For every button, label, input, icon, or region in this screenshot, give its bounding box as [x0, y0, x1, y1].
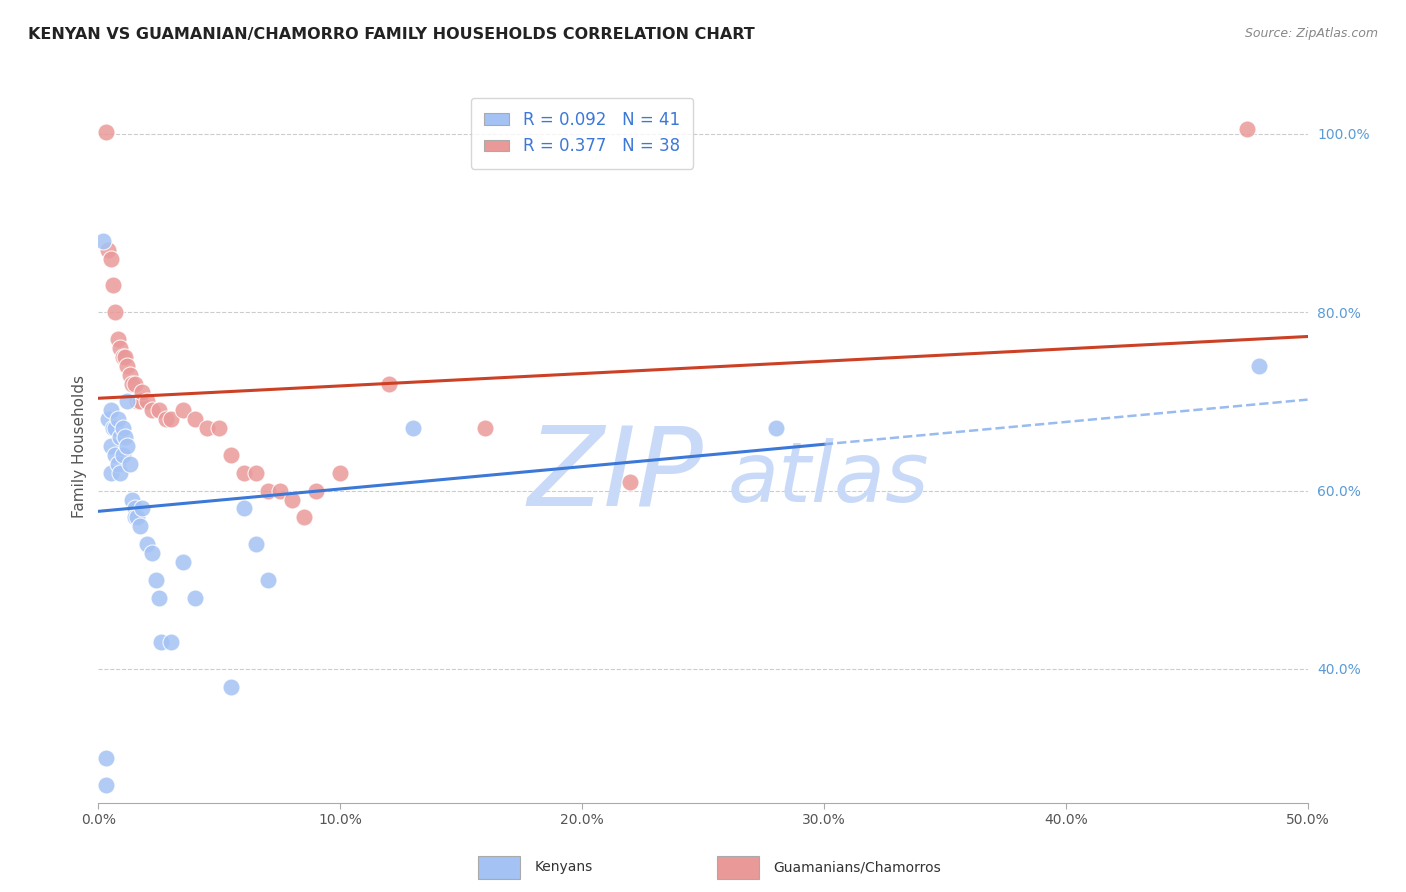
Point: [124, 376, 146, 391]
Point: [145, 573, 167, 587]
Point: [148, 403, 170, 417]
Point: [184, 591, 207, 605]
Point: [118, 457, 141, 471]
Point: [184, 412, 207, 426]
Point: [160, 635, 183, 649]
Point: [281, 492, 304, 507]
Point: [121, 376, 143, 391]
Point: [221, 448, 243, 462]
Point: [160, 412, 183, 426]
Point: [1249, 359, 1271, 373]
Point: [256, 483, 278, 498]
Point: [117, 359, 139, 373]
Point: [1236, 122, 1258, 136]
Point: [100, 252, 122, 266]
Point: [221, 680, 243, 694]
Point: [104, 448, 127, 462]
Point: [172, 403, 194, 417]
Text: Guamanians/Chamorros: Guamanians/Chamorros: [773, 860, 941, 874]
Point: [329, 466, 352, 480]
Point: [256, 573, 278, 587]
Point: [108, 466, 131, 480]
Point: [232, 501, 254, 516]
Point: [127, 510, 149, 524]
Point: [107, 332, 129, 346]
Point: [172, 555, 194, 569]
Point: [128, 519, 150, 533]
Point: [107, 457, 129, 471]
Point: [124, 501, 146, 516]
Point: [100, 466, 122, 480]
Point: [114, 430, 136, 444]
Point: [114, 350, 136, 364]
Point: [104, 305, 127, 319]
Point: [141, 403, 163, 417]
Point: [269, 483, 291, 498]
Text: Kenyans: Kenyans: [534, 860, 592, 874]
Text: Source: ZipAtlas.com: Source: ZipAtlas.com: [1244, 27, 1378, 40]
Point: [195, 421, 218, 435]
Point: [91, 234, 114, 248]
Text: KENYAN VS GUAMANIAN/CHAMORRO FAMILY HOUSEHOLDS CORRELATION CHART: KENYAN VS GUAMANIAN/CHAMORRO FAMILY HOUS…: [28, 27, 755, 42]
Point: [148, 591, 170, 605]
Point: [245, 537, 267, 551]
Point: [765, 421, 787, 435]
Point: [100, 439, 122, 453]
Point: [127, 394, 149, 409]
Point: [619, 475, 641, 489]
Point: [118, 368, 141, 382]
Point: [111, 448, 134, 462]
Legend: R = 0.092   N = 41, R = 0.377   N = 38: R = 0.092 N = 41, R = 0.377 N = 38: [471, 97, 693, 169]
Point: [305, 483, 328, 498]
Point: [94, 751, 117, 765]
Point: [111, 350, 134, 364]
Point: [108, 341, 131, 355]
Point: [232, 466, 254, 480]
Point: [124, 510, 146, 524]
Point: [101, 421, 124, 435]
Point: [141, 546, 163, 560]
Point: [94, 778, 117, 792]
Point: [100, 403, 122, 417]
Text: ZIP: ZIP: [527, 421, 703, 528]
Point: [245, 466, 267, 480]
Point: [150, 635, 173, 649]
Point: [135, 537, 157, 551]
Y-axis label: Family Households: Family Households: [72, 375, 87, 517]
Point: [128, 394, 150, 409]
Point: [121, 492, 143, 507]
Point: [107, 412, 129, 426]
Point: [402, 421, 425, 435]
Point: [97, 412, 120, 426]
Point: [208, 421, 231, 435]
Point: [292, 510, 315, 524]
Text: atlas: atlas: [727, 438, 929, 518]
Point: [94, 125, 117, 139]
Point: [108, 430, 131, 444]
Point: [104, 421, 127, 435]
Point: [101, 278, 124, 293]
Point: [131, 501, 153, 516]
Point: [377, 376, 399, 391]
Point: [474, 421, 496, 435]
Point: [97, 243, 120, 257]
Point: [135, 394, 157, 409]
Point: [117, 394, 139, 409]
Point: [117, 439, 139, 453]
Point: [155, 412, 177, 426]
Point: [131, 385, 153, 400]
Point: [111, 421, 134, 435]
